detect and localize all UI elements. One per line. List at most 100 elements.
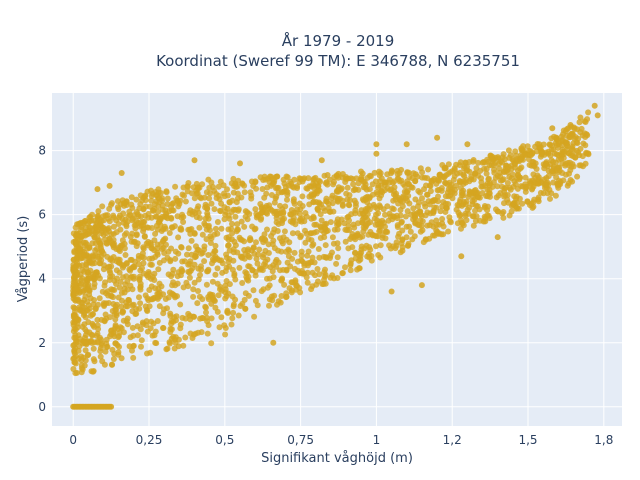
data-point [560, 177, 567, 184]
data-point [418, 282, 425, 289]
data-point [113, 267, 120, 274]
data-point [232, 180, 239, 187]
data-point [212, 271, 219, 278]
data-point [315, 199, 322, 206]
data-point [326, 208, 333, 215]
data-point [472, 218, 479, 224]
data-point [359, 170, 366, 177]
data-point [328, 195, 335, 202]
data-point [411, 233, 418, 240]
data-point [92, 305, 99, 312]
data-point [311, 191, 318, 198]
data-point [70, 292, 77, 299]
data-point [376, 228, 383, 235]
data-point [107, 238, 114, 245]
data-point [453, 206, 460, 213]
data-point [388, 186, 395, 193]
data-point [124, 286, 131, 293]
data-point [271, 292, 278, 299]
data-point [410, 170, 417, 177]
data-point [191, 313, 198, 320]
data-point [103, 340, 110, 347]
data-point [555, 152, 562, 159]
data-point [107, 256, 114, 263]
data-point [362, 208, 369, 215]
data-point [352, 210, 359, 217]
data-point [445, 228, 452, 235]
data-point [417, 228, 424, 235]
data-point [404, 197, 411, 204]
data-point [440, 223, 447, 230]
data-point [88, 368, 95, 375]
data-point [390, 197, 397, 204]
data-point [215, 183, 222, 190]
data-point [86, 224, 93, 231]
data-point [149, 245, 156, 252]
data-point [362, 221, 369, 228]
data-point [297, 234, 304, 241]
data-point [194, 300, 201, 307]
data-point [367, 246, 374, 253]
data-point [164, 254, 171, 261]
data-point [526, 151, 533, 158]
data-point [155, 266, 162, 273]
data-point [270, 262, 277, 269]
data-point [255, 212, 262, 219]
data-point [262, 204, 269, 211]
data-point [497, 158, 504, 165]
x-axis-label: Signifikant våghöjd (m) [261, 451, 413, 466]
data-point [86, 275, 93, 282]
data-point [435, 230, 442, 237]
data-point [333, 188, 340, 195]
data-point [296, 270, 303, 276]
data-point [308, 237, 315, 244]
data-point [212, 225, 219, 232]
data-point [260, 286, 267, 293]
data-point [89, 240, 96, 247]
data-point [555, 181, 562, 188]
data-point [315, 246, 322, 252]
data-point [567, 122, 574, 128]
data-point [89, 311, 96, 318]
data-point [139, 265, 145, 271]
data-point [513, 205, 520, 212]
data-point [329, 272, 336, 279]
data-point [128, 265, 135, 272]
data-point [579, 153, 586, 160]
data-point [160, 291, 167, 298]
data-point [229, 230, 236, 237]
data-point [419, 195, 425, 202]
data-point [290, 198, 297, 205]
data-point [582, 160, 589, 167]
data-point [415, 203, 421, 210]
data-point [172, 183, 179, 190]
data-point [230, 257, 237, 264]
data-point [189, 265, 196, 272]
data-point [273, 193, 280, 200]
data-point [193, 243, 199, 250]
data-point [523, 183, 530, 190]
data-point [88, 337, 95, 344]
data-point [507, 152, 514, 159]
data-point [547, 195, 553, 202]
data-point [185, 226, 192, 233]
data-point [377, 242, 384, 249]
data-point [131, 273, 137, 280]
data-point [333, 260, 340, 267]
data-point [210, 184, 216, 190]
data-point [147, 261, 154, 268]
data-point [174, 273, 181, 280]
data-point [423, 236, 429, 243]
data-point [450, 176, 457, 183]
data-point [444, 181, 451, 187]
data-point [314, 266, 321, 272]
x-axis-ticks: 0 0,25 0,5 0,75 1 1,2 1,5 1,8 [69, 433, 613, 447]
data-point [519, 200, 526, 207]
data-point [322, 180, 329, 187]
data-point [154, 249, 161, 256]
data-point [469, 198, 476, 205]
data-point [281, 228, 288, 235]
data-point [95, 272, 102, 279]
data-point [376, 168, 383, 175]
